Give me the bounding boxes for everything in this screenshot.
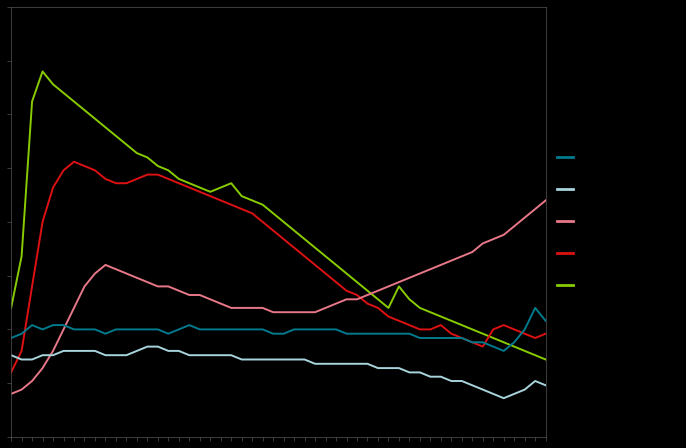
Legend: , , , , : , , , ,: [551, 145, 590, 298]
